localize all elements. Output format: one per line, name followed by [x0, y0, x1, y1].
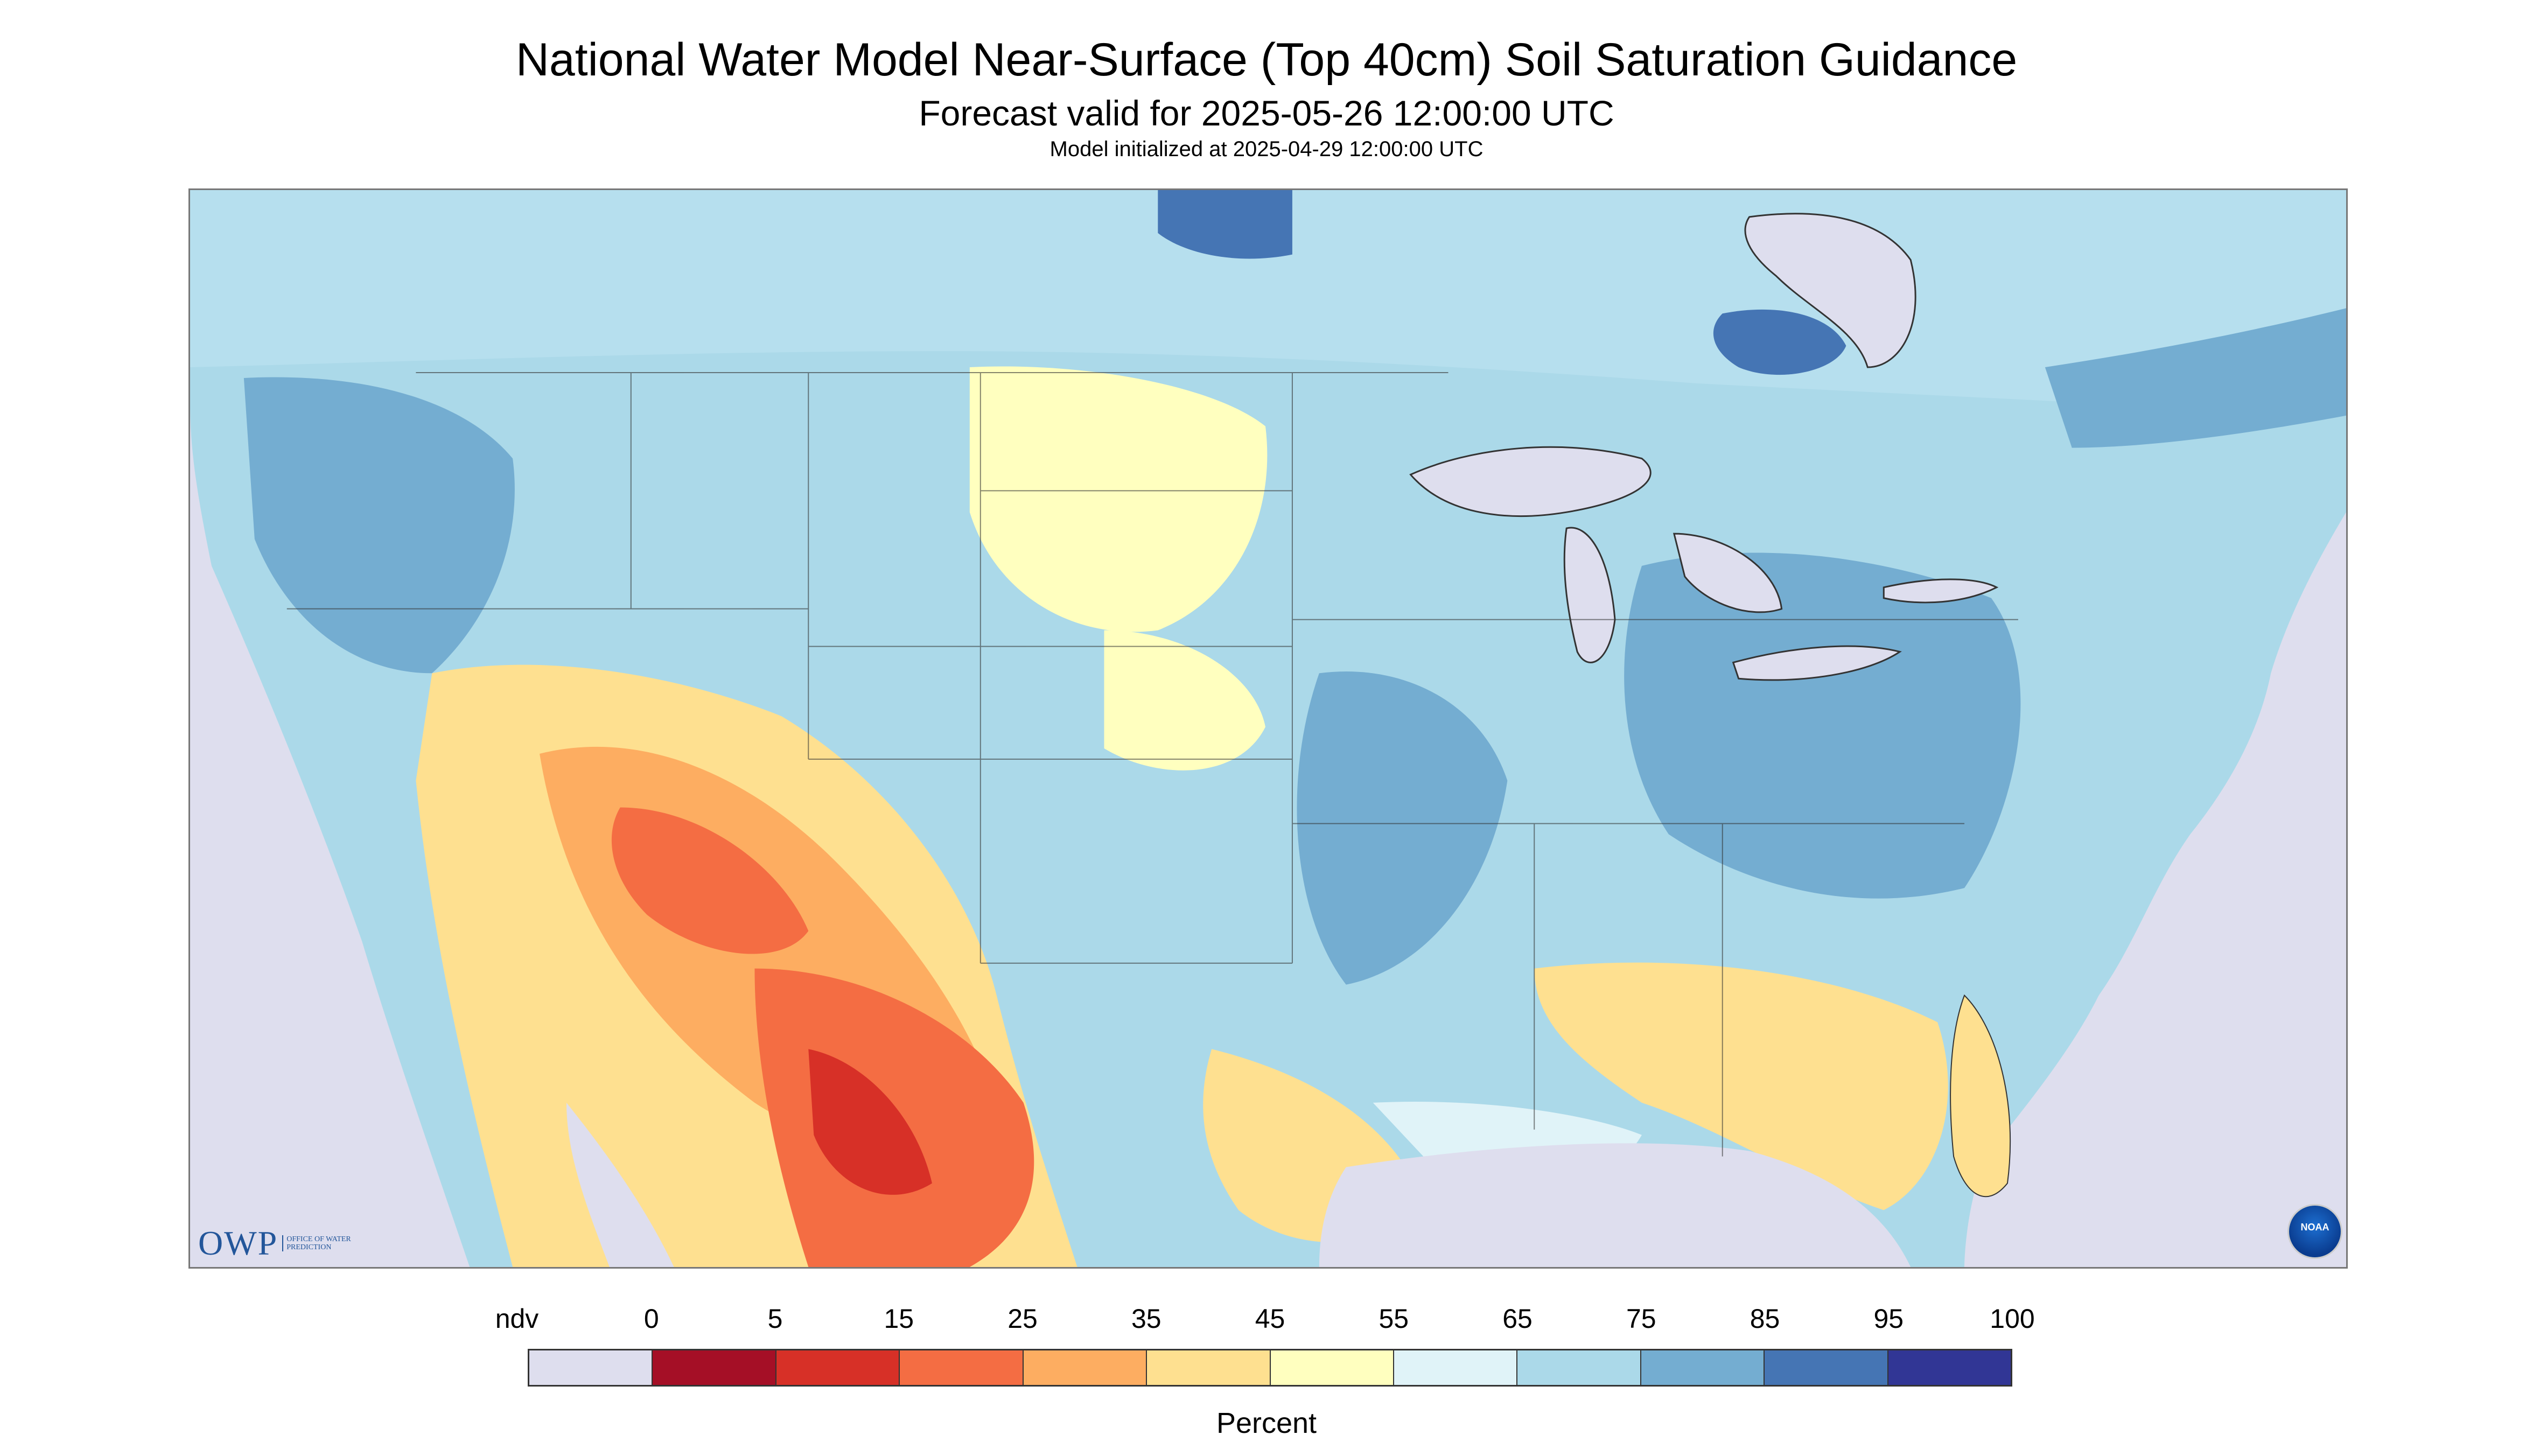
severe-dry-patch-sonora — [808, 1049, 932, 1195]
colorbar-swatch — [1641, 1350, 1765, 1385]
colorbar-tick-label: ndv — [495, 1304, 539, 1334]
colorbar-tick-label: 85 — [1750, 1304, 1780, 1334]
moist-region-northwest — [243, 377, 515, 674]
chart-title: National Water Model Near-Surface (Top 4… — [515, 34, 2018, 86]
colorbar-swatch — [900, 1350, 1024, 1385]
colorbar — [528, 1349, 2012, 1387]
atlantic-ocean — [1964, 968, 2252, 1267]
hudson-bay-inlet — [1744, 213, 1916, 368]
noaa-logo: NOAA — [2287, 1204, 2342, 1259]
gulf-of-california — [566, 1102, 674, 1267]
colorbar-tick-label: 0 — [643, 1304, 659, 1334]
colorbar-tick-label: 55 — [1379, 1304, 1409, 1334]
colorbar-swatch — [1765, 1350, 1888, 1385]
lake-erie — [1732, 645, 1902, 681]
colorbar-tick-label: 75 — [1626, 1304, 1656, 1334]
colorbar-swatch — [653, 1350, 776, 1385]
colorbar-swatch — [776, 1350, 900, 1385]
owp-logo: OWP OFFICE OF WATER PREDICTION — [198, 1223, 373, 1263]
colorbar-tick-label: 15 — [884, 1304, 914, 1334]
owp-logo-mark: OWP — [198, 1224, 278, 1262]
forecast-valid-subtitle: Forecast valid for 2025-05-26 12:00:00 U… — [919, 93, 1614, 133]
noaa-logo-text: NOAA — [2300, 1222, 2329, 1233]
colorbar-tick-label: 35 — [1131, 1304, 1161, 1334]
saturated-patch-north — [1158, 190, 1292, 259]
lake-michigan — [1563, 527, 1616, 663]
colorbar-swatch — [529, 1350, 653, 1385]
colorbar-swatch — [1888, 1350, 2011, 1385]
soil-saturation-map — [188, 188, 2348, 1269]
moist-region-midwest — [1297, 671, 1508, 985]
dry-region-central-plains — [1104, 630, 1266, 771]
model-init-text: Model initialized at 2025-04-29 12:00:00… — [1049, 137, 1484, 161]
colorbar-swatch — [1394, 1350, 1518, 1385]
colorbar-swatch — [1517, 1350, 1641, 1385]
state-borders — [286, 372, 2018, 1157]
moist-region-ohio-valley — [1624, 552, 2021, 899]
lake-huron — [1673, 533, 1783, 613]
lake-ontario — [1883, 578, 1999, 604]
colorbar-tick-label: 95 — [1873, 1304, 1904, 1334]
colorbar-title: Percent — [1216, 1407, 1317, 1439]
moist-patch-northeast — [2045, 308, 2346, 448]
dry-region-northern-plains — [969, 366, 1268, 632]
colorbar-swatch — [1023, 1350, 1147, 1385]
owp-logo-subtext: OFFICE OF WATER PREDICTION — [282, 1235, 373, 1251]
dry-region-southeast — [1534, 962, 1948, 1210]
saturated-patch-ontario — [1713, 309, 1846, 375]
extreme-dry-patch-az — [611, 807, 809, 954]
gulf-of-mexico — [1319, 1143, 1911, 1267]
lake-superior — [1409, 446, 1652, 517]
florida-peninsula — [1950, 994, 2011, 1198]
map-canvas — [190, 190, 2346, 1267]
colorbar-tick-label: 5 — [767, 1304, 783, 1334]
colorbar-tick-label: 65 — [1502, 1304, 1533, 1334]
colorbar-tick-label: 25 — [1007, 1304, 1038, 1334]
colorbar-swatch — [1270, 1350, 1394, 1385]
colorbar-tick-label: 100 — [1990, 1304, 2035, 1334]
colorbar-swatch — [1147, 1350, 1271, 1385]
colorbar-tick-label: 45 — [1255, 1304, 1285, 1334]
